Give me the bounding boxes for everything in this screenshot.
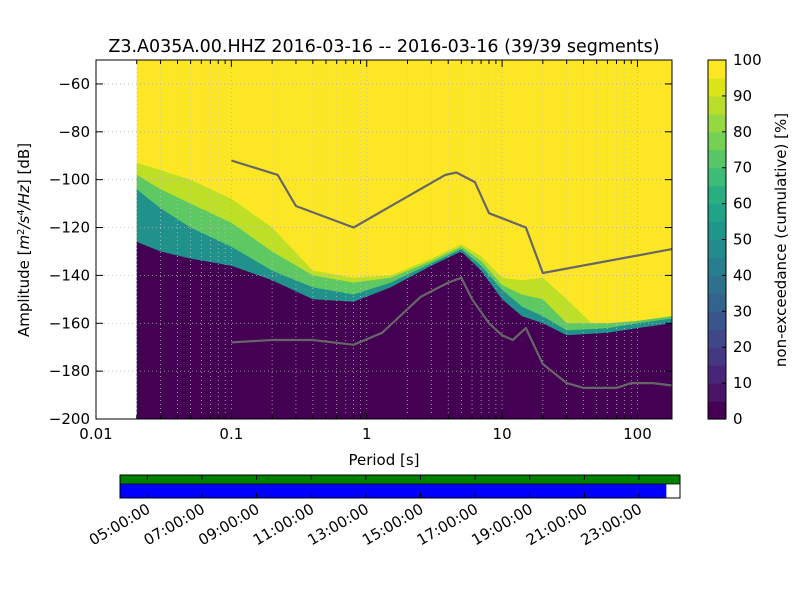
availability-tick-label: 09:00:00 [195, 500, 262, 549]
y-axis-label: Amplitude [m2/s4/Hz] [dB] [15, 143, 33, 337]
y-tick-label: −100 [49, 171, 90, 189]
high-noise-model-line [231, 159, 673, 275]
colorbar-cell [708, 203, 726, 223]
chart-title: Z3.A035A.00.HHZ 2016-03-16 -- 2016-03-16… [108, 37, 659, 57]
colorbar-ticks: 0 10 20 30 40 50 60 70 80 90 100 [722, 51, 762, 428]
ppsd-plot: 0.01 0.1 1 10 100 −60 −80 −100 −120 −140 −160 −180… [49, 59, 673, 443]
x-tick-label: 0.01 [79, 425, 112, 443]
colorbar-tick-label: 50 [733, 231, 752, 249]
colorbar-cell [708, 167, 726, 187]
availability-tick-label: 07:00:00 [141, 500, 208, 549]
availability-tick-label: 21:00:00 [523, 500, 590, 549]
colorbar-cell [708, 60, 726, 79]
colorbar-cell [708, 131, 726, 151]
colorbar-cell [708, 293, 726, 312]
y-tick-label: −200 [49, 410, 90, 428]
colorbar-tick-label: 100 [733, 51, 762, 69]
colorbar-tick-label: 0 [733, 410, 743, 428]
colorbar-tick-label: 40 [733, 266, 752, 284]
colorbar-cell [708, 149, 726, 169]
colorbar-cell [708, 329, 726, 348]
colorbar-cell [708, 275, 726, 294]
colorbar-tick-label: 60 [733, 195, 752, 213]
availability-tick-label: 19:00:00 [468, 500, 535, 549]
x-tick-label: 0.1 [219, 425, 243, 443]
colorbar: 0 10 20 30 40 50 60 70 80 90 100 non-exceedance (c… [707, 51, 790, 428]
y-tick-label: −140 [49, 266, 90, 284]
availability-tick-label: 13:00:00 [305, 500, 372, 549]
colorbar-cell [708, 257, 726, 276]
colorbar-cell [708, 77, 726, 97]
availability-tick-label: 05:00:00 [86, 500, 153, 549]
availability-tick-label: 23:00:00 [578, 500, 645, 549]
availability-segments [120, 475, 680, 498]
y-tick-label: −80 [58, 123, 90, 141]
colorbar-cell [708, 311, 726, 330]
colorbar-cell [708, 347, 726, 366]
colorbar-cell [708, 383, 726, 402]
colorbar-cells [708, 60, 726, 420]
x-tick-label: 100 [623, 425, 652, 443]
availability-frame [119, 474, 681, 499]
y-tick-label: −60 [58, 75, 90, 93]
colorbar-tick-label: 70 [733, 159, 752, 177]
availability-tick-label: 17:00:00 [414, 500, 481, 549]
x-tick-label: 10 [493, 425, 512, 443]
availability-tick-label: 11:00:00 [250, 500, 317, 549]
y-tick-label: −120 [49, 219, 90, 237]
availability-tick-label: 15:00:00 [359, 500, 426, 549]
y-axis-ticks: −60 −80 −100 −120 −140 −160 −180 −200 [49, 75, 672, 428]
colorbar-tick-label: 20 [733, 338, 752, 356]
x-axis-label: Period [s] [348, 451, 419, 469]
percentile-bands [136, 60, 672, 419]
x-tick-label: 1 [362, 425, 372, 443]
colorbar-tick-label: 30 [733, 302, 752, 320]
band-5 [136, 241, 672, 419]
colorbar-cell [708, 239, 726, 259]
colorbar-cell [708, 401, 726, 420]
colorbar-cell [708, 221, 726, 241]
colorbar-tick-label: 90 [733, 87, 752, 105]
colorbar-tick-label: 10 [733, 374, 752, 392]
y-tick-label: −160 [49, 314, 90, 332]
colorbar-tick-label: 80 [733, 123, 752, 141]
plot-frame [95, 59, 673, 420]
availability-gaps-row [120, 475, 680, 484]
colorbar-cell [708, 185, 726, 205]
x-axis-ticks: 0.01 0.1 1 10 100 [79, 60, 652, 443]
colorbar-label: non-exceedance (cumulative) [%] [772, 113, 790, 367]
data-availability-bar: 05:00:0007:00:0009:00:0011:00:0013:00:00… [86, 474, 681, 549]
low-noise-model-line [231, 276, 673, 389]
colorbar-cell [708, 113, 726, 133]
y-tick-label: −180 [49, 362, 90, 380]
colorbar-cell [708, 365, 726, 384]
colorbar-cell [708, 95, 726, 115]
noise-model-curves [231, 159, 673, 389]
